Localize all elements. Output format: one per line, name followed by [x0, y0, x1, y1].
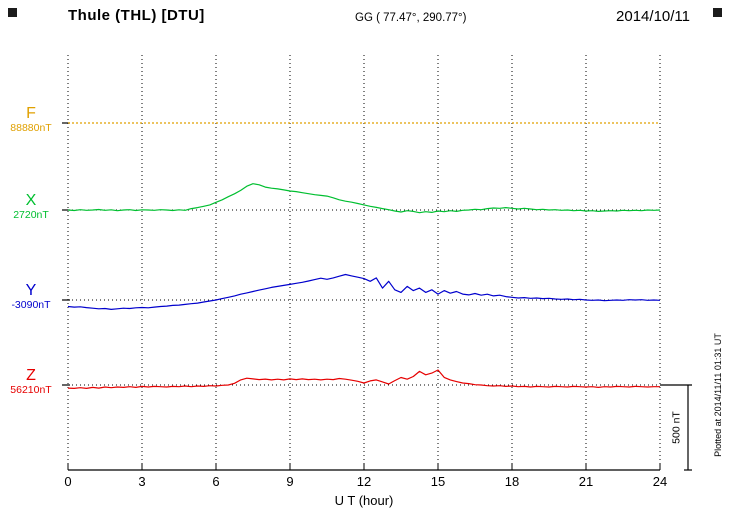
- series-name-z: Z: [26, 367, 36, 384]
- series-name-x: X: [25, 192, 37, 209]
- x-tick-label: 6: [212, 474, 220, 489]
- x-tick-label: 24: [652, 474, 668, 489]
- series-name-f: F: [26, 105, 36, 122]
- series-baseline-value-x: 2720nT: [13, 209, 49, 221]
- x-tick-label: 12: [356, 474, 372, 489]
- series-baseline-value-f: 88880nT: [10, 122, 52, 134]
- series-baseline-value-y: -3090nT: [11, 299, 51, 311]
- series-baseline-value-z: 56210nT: [10, 384, 52, 396]
- corner-mark-right: [713, 8, 722, 17]
- series-name-y: Y: [25, 282, 37, 299]
- geographic-coordinates: GG ( 77.47°, 290.77°): [355, 12, 467, 24]
- x-tick-label: 21: [578, 474, 594, 489]
- x-axis-title: U T (hour): [334, 493, 394, 508]
- x-tick-label: 18: [504, 474, 520, 489]
- series-label-x: X 2720nT: [0, 192, 62, 222]
- x-tick-label: 15: [430, 474, 446, 489]
- x-tick-label: 3: [138, 474, 146, 489]
- plotted-at-note: Plotted at 2014/11/11 01:31 UT: [713, 333, 723, 457]
- station-title: Thule (THL) [DTU]: [68, 7, 205, 24]
- scale-bar-label: 500 nT: [670, 411, 683, 444]
- corner-mark-left: [8, 8, 17, 17]
- x-axis-tick-labels: 0 3 6 9 12 15 18 21 24: [0, 474, 730, 490]
- observation-date: 2014/10/11: [616, 8, 690, 25]
- series-label-z: Z 56210nT: [0, 367, 62, 397]
- x-tick-label: 9: [286, 474, 294, 489]
- x-tick-label: 0: [64, 474, 72, 489]
- series-label-y: Y -3090nT: [0, 282, 62, 312]
- series-label-f: F 88880nT: [0, 105, 62, 135]
